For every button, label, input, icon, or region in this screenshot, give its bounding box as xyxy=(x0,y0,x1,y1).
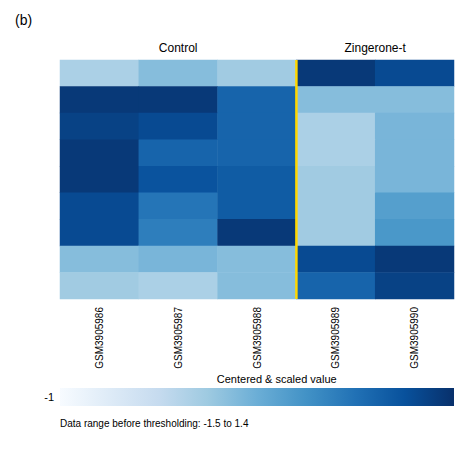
svg-text:Control: Control xyxy=(159,41,198,55)
svg-text:GSM3905988: GSM3905988 xyxy=(252,307,263,369)
svg-text:GSM3905989: GSM3905989 xyxy=(330,307,341,369)
svg-text:GSM3905986: GSM3905986 xyxy=(94,307,105,369)
svg-text:-1: -1 xyxy=(44,391,54,403)
svg-text:Centered & scaled value: Centered & scaled value xyxy=(217,373,337,385)
svg-text:GSM3905987: GSM3905987 xyxy=(173,307,184,369)
svg-text:(b): (b) xyxy=(15,12,32,28)
svg-text:Zingerone-t: Zingerone-t xyxy=(345,41,407,55)
svg-text:GSM3905990: GSM3905990 xyxy=(409,307,420,369)
svg-text:Data range before thresholding: Data range before thresholding: -1.5 to … xyxy=(60,418,249,429)
